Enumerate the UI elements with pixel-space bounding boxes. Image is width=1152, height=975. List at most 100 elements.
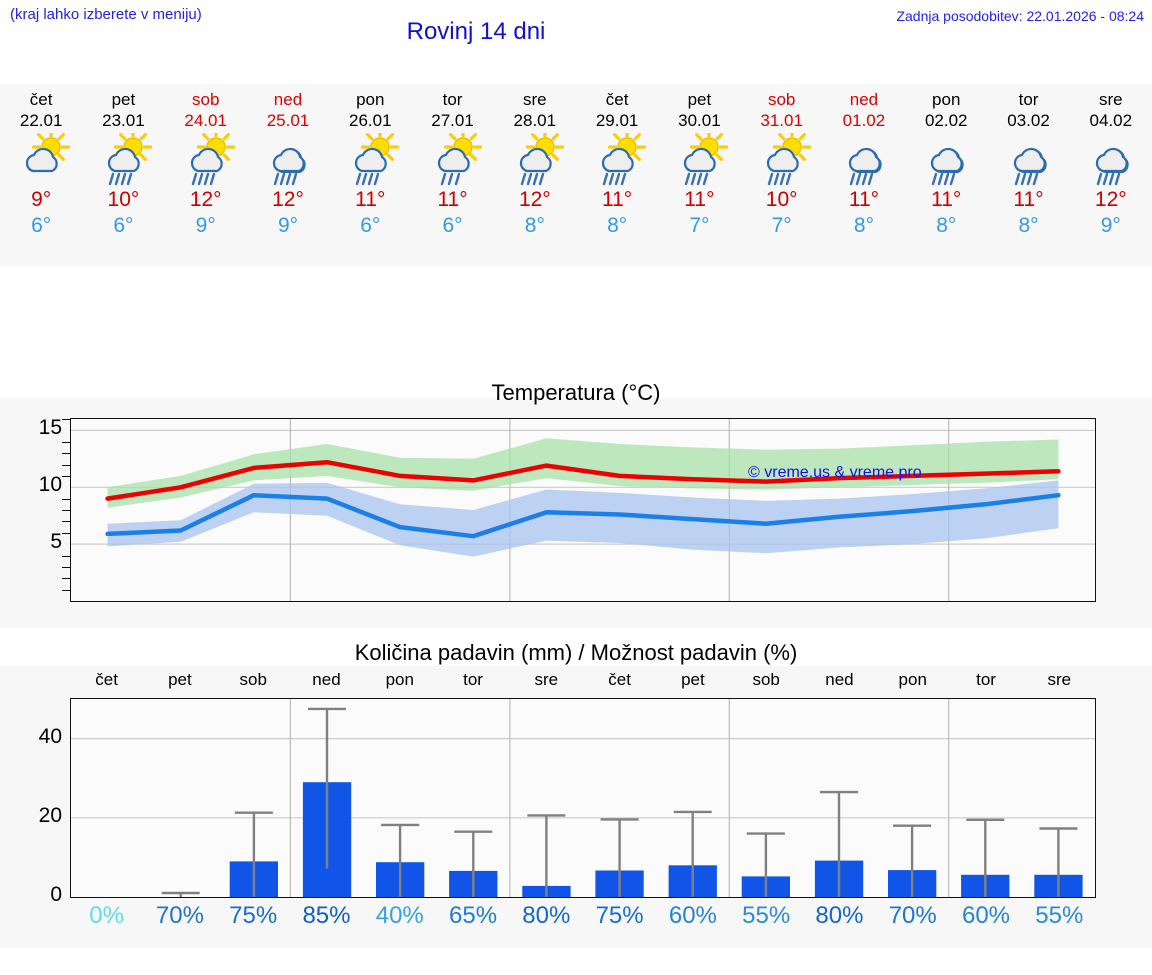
forecast-day-column[interactable]: sre 04.02 12° 9° [1070, 84, 1152, 266]
rain-drops [849, 172, 874, 186]
temperature-y-minor-tick [62, 441, 70, 443]
forecast-day-column[interactable]: sre 28.01 12° 8° [494, 84, 576, 266]
forecast-max-temp: 12° [189, 188, 222, 211]
precipitation-probability-label: 0% [89, 902, 124, 929]
cloud-rain-icon [998, 133, 1060, 186]
forecast-day-date: 03.02 [1007, 111, 1050, 130]
cloud-shape-front [190, 147, 223, 173]
page-title: Rovinj 14 dni [406, 18, 546, 45]
precipitation-probability-label: 70% [888, 902, 937, 929]
forecast-day-name: pet [111, 90, 136, 109]
forecast-day-column[interactable]: ned 25.01 12° 9° [247, 84, 329, 266]
rain-drops [1096, 172, 1120, 186]
forecast-max-temp: 11° [437, 188, 468, 211]
forecast-day-date: 02.02 [924, 111, 968, 130]
cloud-shape-front [684, 147, 717, 173]
forecast-day-column[interactable]: čet 22.01 9° 6° [0, 84, 82, 266]
precipitation-day-label: tor [976, 670, 996, 689]
cloud-shape-front [26, 147, 58, 173]
rain-drops [932, 172, 956, 186]
forecast-max-temp: 10° [765, 188, 798, 211]
forecast-max-temp: 12° [518, 188, 551, 211]
sun-cloud-icon [10, 133, 72, 185]
forecast-day-column[interactable]: tor 27.01 11° 6° [411, 84, 493, 266]
sun-cloud-rain-icon [339, 133, 401, 186]
forecast-day-date: 25.01 [266, 111, 310, 130]
forecast-day-date: 27.01 [431, 111, 474, 130]
sun-cloud-rain-icon [586, 133, 648, 186]
precipitation-probability-label: 60% [668, 902, 717, 929]
forecast-min-temp: 8° [853, 214, 874, 237]
precipitation-day-label: čet [95, 670, 118, 689]
forecast-day-name: tor [442, 90, 463, 109]
precipitation-day-labels: čet pet sob ned pon tor sre čet pet sob ned pon tor s… [70, 670, 1096, 692]
sun-cloud-rain-icon [504, 133, 566, 186]
cloud-shape-front [272, 147, 305, 173]
sun-cloud-rain-icon [175, 133, 237, 186]
forecast-day-date: 28.01 [513, 111, 557, 130]
cloud-shape-front [1095, 147, 1128, 173]
forecast-max-temp: 11° [848, 188, 880, 211]
forecast-max-temp: 11° [355, 188, 386, 211]
forecast-day-name: čet [29, 90, 53, 109]
forecast-day-column[interactable]: sob 31.01 10° 7° [741, 84, 823, 266]
forecast-day-column[interactable]: ned 01.02 11° 8° [823, 84, 905, 266]
precipitation-day-label: sob [752, 670, 780, 689]
forecast-day-name: sob [191, 90, 220, 109]
forecast-day-name: ned [849, 90, 879, 109]
precipitation-probability-label: 60% [961, 902, 1011, 929]
forecast-day-column[interactable]: tor 03.02 11° 8° [987, 84, 1069, 266]
rain-drops [685, 172, 709, 186]
temperature-chart-section: Temperatura (°C) 5 10 15 [0, 380, 1152, 628]
forecast-day-date: 22.01 [19, 111, 63, 130]
forecast-day-name: čet [605, 90, 629, 109]
precipitation-probability-label: 70% [155, 902, 204, 929]
sun-cloud-rain-icon [92, 133, 154, 186]
precipitation-chart-title: Količina padavin (mm) / Možnost padavin … [354, 640, 798, 665]
forecast-day-column[interactable]: sob 24.01 12° 9° [165, 84, 247, 266]
precipitation-probability-label: 75% [595, 902, 644, 929]
forecast-min-temp: 7° [689, 214, 710, 237]
cloud-shape-front [519, 147, 552, 173]
precipitation-y-tick-label: 40 [38, 724, 62, 748]
sun-cloud-rain-light-icon [422, 133, 484, 186]
precipitation-day-label: čet [608, 670, 631, 689]
rain-drops [191, 172, 215, 186]
forecast-day-date: 24.01 [184, 111, 227, 130]
rain-drops [109, 172, 133, 186]
forecast-day-name: tor [1018, 90, 1039, 109]
precipitation-y-tick-label: 20 [38, 803, 62, 827]
forecast-min-temp: 9° [277, 214, 299, 237]
forecast-day-date: 01.02 [842, 111, 886, 130]
precipitation-probability-label: 40% [375, 902, 424, 929]
cloud-rain-icon [915, 133, 977, 186]
rain-drops [356, 172, 380, 186]
forecast-day-date: 26.01 [348, 111, 392, 130]
forecast-day-column[interactable]: pon 02.02 11° 8° [905, 84, 987, 266]
forecast-min-temp: 6° [360, 214, 381, 237]
forecast-day-column[interactable]: pet 30.01 11° 7° [658, 84, 740, 266]
sun-cloud-rain-icon [668, 133, 730, 186]
forecast-day-column[interactable]: pet 23.01 10° 6° [82, 84, 164, 266]
forecast-min-temp: 7° [771, 214, 792, 237]
rain-drops [602, 172, 627, 186]
forecast-min-temp: 8° [936, 214, 957, 237]
forecast-day-name: pon [356, 90, 385, 109]
temperature-y-tick-label: 5 [50, 530, 62, 554]
forecast-max-temp: 11° [602, 188, 633, 211]
precipitation-day-label: ned [825, 670, 854, 689]
forecast-day-name: sob [767, 90, 796, 109]
precipitation-probability-label: 65% [449, 902, 498, 929]
forecast-day-column[interactable]: čet 29.01 11° 8° [576, 84, 658, 266]
forecast-day-name: pon [932, 90, 961, 109]
forecast-min-temp: 8° [524, 214, 545, 237]
temperature-y-minor-tick [62, 510, 70, 511]
rain-drops [440, 172, 460, 186]
last-update-text: Zadnja posodobitev: 22.01.2026 - 08:24 [896, 8, 1144, 24]
menu-hint-text: (kraj lahko izberete v meniju) [10, 6, 202, 23]
forecast-day-name: pet [687, 90, 712, 109]
cloud-rain-icon [1080, 133, 1142, 186]
forecast-max-temp: 12° [272, 188, 304, 211]
precipitation-plot-area [70, 698, 1096, 898]
forecast-day-column[interactable]: pon 26.01 11° 6° [329, 84, 411, 266]
